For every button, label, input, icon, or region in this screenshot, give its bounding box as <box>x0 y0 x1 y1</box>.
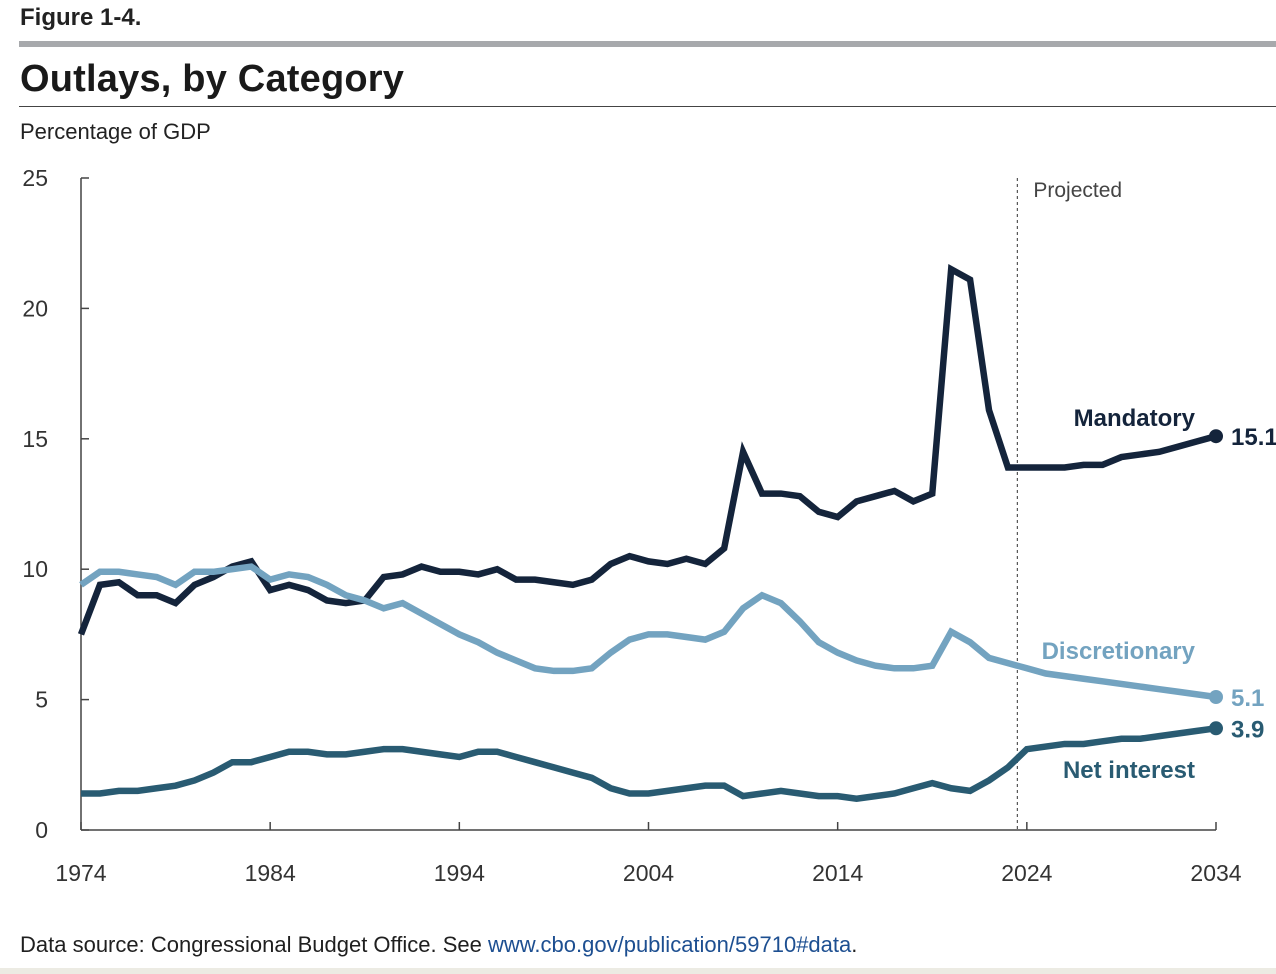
series-line-net_interest <box>81 725 1217 802</box>
projected-label: Projected <box>1033 179 1122 202</box>
series-endpoint-discretionary <box>1209 689 1223 704</box>
series-end-value-mandatory: 15.1 <box>1231 424 1276 451</box>
y-tick-label: 25 <box>22 165 48 191</box>
x-tick-label: 1974 <box>55 860 106 886</box>
title-rule <box>19 106 1276 107</box>
x-tick-label: 2034 <box>1190 860 1241 886</box>
series-endpoint-mandatory <box>1209 429 1223 444</box>
series-end-value-net_interest: 3.9 <box>1231 716 1264 743</box>
y-axis-unit-label: Percentage of GDP <box>20 119 211 144</box>
x-tick-label: 1994 <box>434 860 485 886</box>
y-tick-label: 10 <box>22 556 48 582</box>
y-tick-label: 15 <box>22 426 48 452</box>
series-endpoint-net_interest <box>1209 721 1223 736</box>
series-name-label-net_interest: Net interest <box>1063 757 1195 784</box>
x-tick-label: 2004 <box>623 860 674 886</box>
y-tick-label: 0 <box>35 817 48 843</box>
source-prefix: Data source: Congressional Budget Office… <box>20 932 488 957</box>
x-tick-label: 1984 <box>245 860 296 886</box>
source-suffix: . <box>851 932 858 957</box>
series-line-discretionary <box>79 563 1217 701</box>
series-name-label-discretionary: Discretionary <box>1042 638 1196 665</box>
bottom-band <box>0 968 1276 974</box>
x-tick-label: 2014 <box>812 860 863 886</box>
figure-label: Figure 1-4. <box>20 4 142 31</box>
y-tick-label: 20 <box>22 295 48 321</box>
series-name-label-mandatory: Mandatory <box>1074 405 1196 432</box>
y-tick-label: 5 <box>35 687 48 713</box>
top-rule <box>19 41 1276 47</box>
source-link[interactable]: www.cbo.gov/publication/59710#data <box>487 932 852 957</box>
chart-title: Outlays, by Category <box>20 58 405 100</box>
x-tick-label: 2024 <box>1001 860 1052 886</box>
data-source-note: Data source: Congressional Budget Office… <box>20 932 857 958</box>
series-line-mandatory <box>77 264 1217 636</box>
series-end-value-discretionary: 5.1 <box>1231 685 1264 712</box>
